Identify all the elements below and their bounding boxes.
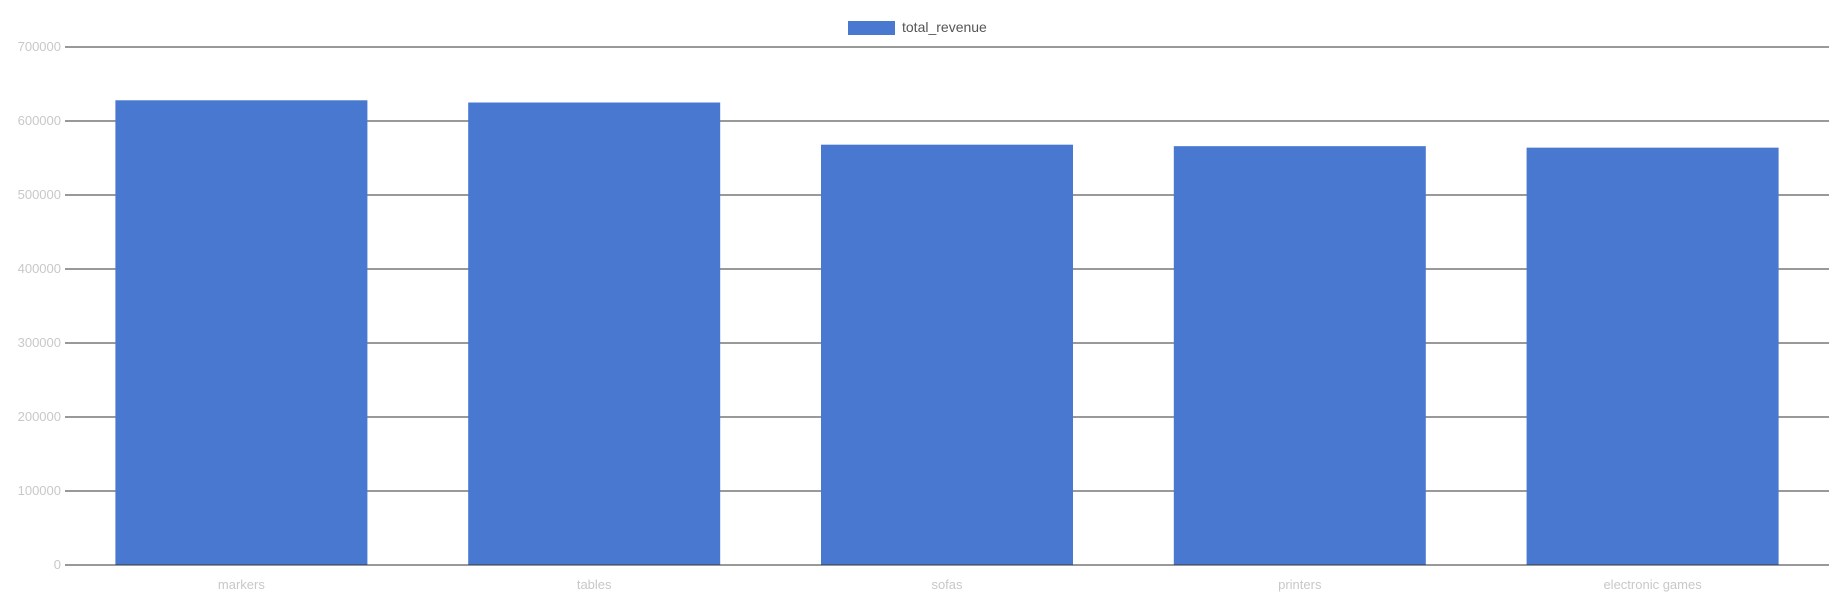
x-tick-label: tables — [577, 577, 612, 592]
y-tick-label: 200000 — [18, 409, 61, 424]
y-tick-label: 700000 — [18, 39, 61, 54]
y-tick-label: 500000 — [18, 187, 61, 202]
bar-sofas[interactable] — [821, 144, 1073, 565]
axes: 0 100000 200000 300000 400000 500000 600000 700… — [18, 39, 1829, 592]
y-tick-label: 300000 — [18, 335, 61, 350]
legend-swatch — [848, 21, 895, 35]
y-tick-label: 100000 — [18, 483, 61, 498]
bar-markers[interactable] — [115, 100, 368, 565]
x-tick-label: sofas — [931, 577, 963, 592]
bar-tables[interactable] — [468, 102, 721, 566]
y-tick-label: 400000 — [18, 261, 61, 276]
bar-electronic-games[interactable] — [1526, 147, 1779, 565]
legend-label[interactable]: total_revenue — [902, 19, 987, 35]
y-tick-label: 600000 — [18, 113, 61, 128]
bar-printers[interactable] — [1173, 146, 1426, 565]
x-tick-label: electronic games — [1603, 577, 1702, 592]
legend: total_revenue — [848, 19, 987, 35]
x-tick-label: printers — [1278, 577, 1322, 592]
x-tick-label: markers — [218, 577, 265, 592]
y-tick-label: 0 — [54, 557, 61, 572]
bars — [115, 100, 1779, 566]
